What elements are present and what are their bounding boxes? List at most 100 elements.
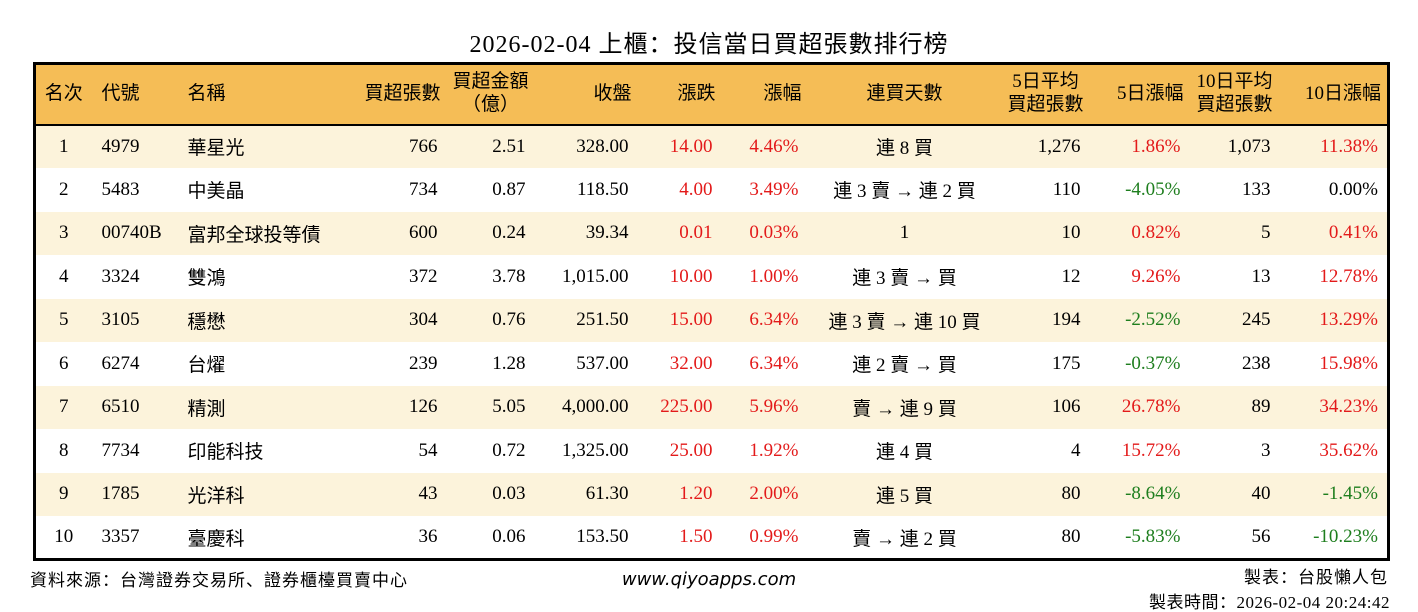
- cell-code: 3324: [101, 265, 140, 287]
- cell-amount: 0.24: [446, 211, 535, 255]
- cell-lots: 600: [341, 211, 447, 255]
- cell-streak: 賣 → 連 2 買: [852, 528, 957, 550]
- cell-rank: 7: [34, 385, 92, 429]
- cell-change: 0.01: [637, 211, 722, 255]
- cell-avg5: 194: [1001, 298, 1090, 342]
- cell-streak: 1: [807, 211, 1002, 255]
- cell-streak: 連 3 賣 → 買: [852, 268, 957, 290]
- cell-rank: 10: [54, 526, 74, 547]
- cell-name: 光洋科: [179, 472, 342, 516]
- cell-rank: 5: [34, 298, 92, 342]
- cell-code: 00740B: [91, 211, 180, 255]
- table-row-rank-4: 4 3324 雙鴻 372 3.78 1,015.00 10.00 1.00% 連 3 賣 → …: [35, 255, 1389, 299]
- cell-close: 1,325.00: [562, 439, 629, 461]
- cell-pct10: 12.78%: [1319, 265, 1378, 287]
- cell-lots: 54: [418, 439, 438, 461]
- cell-avg5: 1,276: [1001, 124, 1090, 168]
- table-row-rank-9: 9 1785 光洋科 43 0.03 61.30 1.20 2.00% 連 5 買 80 -8.64…: [34, 472, 1389, 516]
- cell-avg10: 56: [1251, 526, 1271, 547]
- report-timestamp: 製表時間：2026-02-04 20:24:42: [1148, 593, 1390, 612]
- cell-avg10: 133: [1242, 178, 1271, 200]
- column-header-avg10: 10日平均 買超張數: [1189, 63, 1280, 126]
- cell-close: 153.50: [576, 526, 629, 547]
- column-header-close: 收盤: [534, 63, 638, 126]
- cell-name: 穩懋: [179, 298, 342, 342]
- cell-rank: 6: [59, 352, 69, 374]
- cell-streak: 連 5 買: [807, 472, 1002, 516]
- cell-name: 中美晶: [187, 181, 245, 203]
- table-row-rank-7: 7 6510 精測 126 5.05 4,000.00 225.00 5.96% 賣 → 連 9…: [34, 385, 1389, 429]
- cell-code: 4979: [91, 124, 180, 168]
- column-header-code: 代號: [91, 63, 180, 126]
- cell-avg10: 245: [1189, 298, 1280, 342]
- cell-pct10: 11.38%: [1279, 124, 1389, 168]
- cell-pct10: 0.41%: [1279, 211, 1389, 255]
- cell-avg5: 10: [1001, 211, 1090, 255]
- cell-lots: 304: [341, 298, 447, 342]
- cell-avg10: 3: [1261, 439, 1271, 461]
- cell-close: 4,000.00: [534, 385, 638, 429]
- cell-change_pct: 4.46%: [721, 124, 808, 168]
- column-header-amount: 買超金額 （億）: [446, 63, 535, 126]
- cell-close: 39.34: [534, 211, 638, 255]
- column-header-lots: 買超張數: [341, 63, 447, 126]
- cell-close: 118.50: [576, 178, 629, 200]
- cell-pct10: -10.23%: [1313, 526, 1378, 547]
- cell-pct5: 26.78%: [1089, 385, 1190, 429]
- cell-streak: 連 3 賣 → 連 2 買: [833, 181, 976, 203]
- cell-rank: 8: [59, 439, 69, 461]
- page-title: 2026-02-04 上櫃：投信當日買超張數排行榜: [469, 32, 949, 58]
- cell-amount: 0.06: [492, 526, 526, 547]
- cell-change: 1.20: [637, 472, 722, 516]
- cell-avg10: 13: [1251, 265, 1271, 287]
- cell-close: 537.00: [576, 352, 629, 374]
- cell-name: 台燿: [187, 355, 226, 377]
- cell-code: 6510: [91, 385, 180, 429]
- cell-name: 臺慶科: [187, 528, 245, 550]
- cell-amount: 3.78: [492, 265, 526, 287]
- column-header-streak: 連買天數: [807, 63, 1002, 126]
- cell-close: 61.30: [534, 472, 638, 516]
- cell-lots: 372: [409, 265, 438, 287]
- cell-lots: 126: [341, 385, 447, 429]
- column-header-pct5: 5日漲幅: [1089, 63, 1190, 126]
- cell-change: 25.00: [669, 439, 713, 461]
- cell-avg10: 1,073: [1189, 124, 1280, 168]
- table-row-rank-1: 1 4979 華星光 766 2.51 328.00 14.00 4.46% 連 8 買 1,27…: [34, 124, 1389, 168]
- maker-credit: 製表：台股懶人包: [1244, 568, 1388, 587]
- cell-avg5: 12: [1061, 265, 1081, 287]
- cell-name: 華星光: [179, 124, 342, 168]
- table-row-rank-2: 2 5483 中美晶 734 0.87 118.50 4.00 3.49% 連 3 賣 → 連 …: [35, 168, 1389, 212]
- cell-streak: 連 3 賣 → 連 10 買: [807, 298, 1002, 342]
- cell-change_pct: 2.00%: [721, 472, 808, 516]
- cell-code: 7734: [101, 439, 140, 461]
- cell-streak: 連 2 賣 → 買: [852, 355, 957, 377]
- cell-amount: 0.87: [492, 178, 526, 200]
- cell-avg5: 4: [1071, 439, 1081, 461]
- cell-name: 印能科技: [187, 442, 264, 464]
- cell-lots: 43: [341, 472, 447, 516]
- cell-change: 225.00: [637, 385, 722, 429]
- cell-pct5: -5.83%: [1125, 526, 1181, 547]
- column-header-rank: 名次: [34, 63, 92, 126]
- cell-close: 251.50: [534, 298, 638, 342]
- cell-pct5: 9.26%: [1131, 265, 1181, 287]
- table-row-rank-10: 10 3357 臺慶科 36 0.06 153.50 1.50 0.99% 賣 → 連 2 買 8…: [35, 516, 1389, 560]
- cell-avg5: 106: [1001, 385, 1090, 429]
- cell-pct10: 34.23%: [1279, 385, 1389, 429]
- cell-change_pct: 0.03%: [721, 211, 808, 255]
- cell-avg5: 110: [1052, 178, 1081, 200]
- cell-code: 1785: [91, 472, 180, 516]
- cell-pct5: -8.64%: [1089, 472, 1190, 516]
- table-row-rank-6: 6 6274 台燿 239 1.28 537.00 32.00 6.34% 連 2 賣 → 買 1…: [35, 342, 1389, 386]
- cell-change_pct: 5.96%: [721, 385, 808, 429]
- cell-name: 富邦全球投等債: [179, 211, 342, 255]
- cell-pct5: 1.86%: [1089, 124, 1190, 168]
- cell-amount: 2.51: [446, 124, 535, 168]
- cell-avg10: 89: [1189, 385, 1280, 429]
- website-watermark: www.qiyoapps.com: [621, 569, 797, 590]
- cell-rank: 1: [34, 124, 92, 168]
- cell-streak: 賣 → 連 9 買: [807, 385, 1002, 429]
- cell-change: 14.00: [637, 124, 722, 168]
- cell-pct5: -2.52%: [1089, 298, 1190, 342]
